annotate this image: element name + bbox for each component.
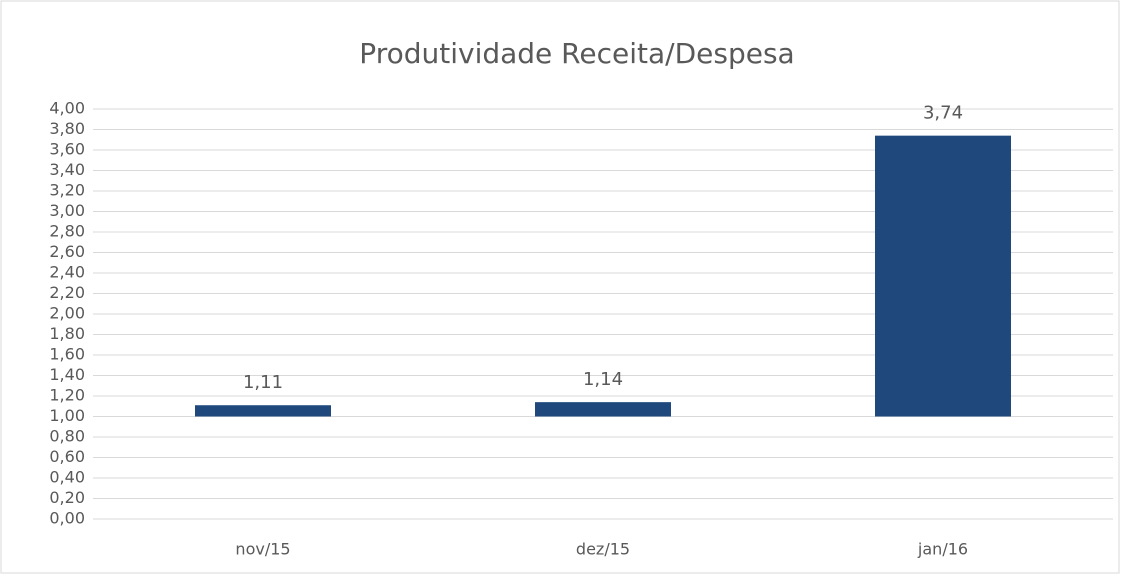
y-tick-label: 2,00: [49, 304, 85, 323]
bar: [535, 402, 671, 417]
bar: [875, 135, 1011, 417]
y-tick-label: 1,80: [49, 324, 85, 343]
y-tick-label: 0,60: [49, 447, 85, 466]
data-label: 1,11: [243, 372, 283, 393]
y-tick-label: 1,20: [49, 386, 85, 405]
bar: [195, 405, 331, 417]
y-tick-label: 0,40: [49, 468, 85, 487]
y-tick-label: 1,00: [49, 406, 85, 425]
y-tick-label: 3,40: [49, 160, 85, 179]
data-label: 3,74: [923, 103, 963, 124]
y-tick-label: 1,40: [49, 365, 85, 384]
y-tick-label: 4,00: [49, 99, 85, 118]
x-tick-label: jan/16: [917, 540, 968, 559]
chart-title: Produtividade Receita/Despesa: [359, 37, 794, 70]
y-tick-label: 2,40: [49, 263, 85, 282]
y-tick-label: 2,20: [49, 283, 85, 302]
y-tick-label: 2,60: [49, 242, 85, 261]
y-tick-label: 0,80: [49, 427, 85, 446]
y-tick-label: 0,20: [49, 488, 85, 507]
y-tick-label: 2,80: [49, 222, 85, 241]
y-tick-label: 0,00: [49, 509, 85, 528]
y-tick-label: 3,00: [49, 201, 85, 220]
y-tick-label: 3,20: [49, 181, 85, 200]
x-tick-label: nov/15: [235, 540, 290, 559]
x-tick-label: dez/15: [576, 540, 630, 559]
y-tick-label: 1,60: [49, 345, 85, 364]
y-tick-label: 3,80: [49, 119, 85, 138]
y-tick-label: 3,60: [49, 140, 85, 159]
data-label: 1,14: [583, 369, 623, 390]
